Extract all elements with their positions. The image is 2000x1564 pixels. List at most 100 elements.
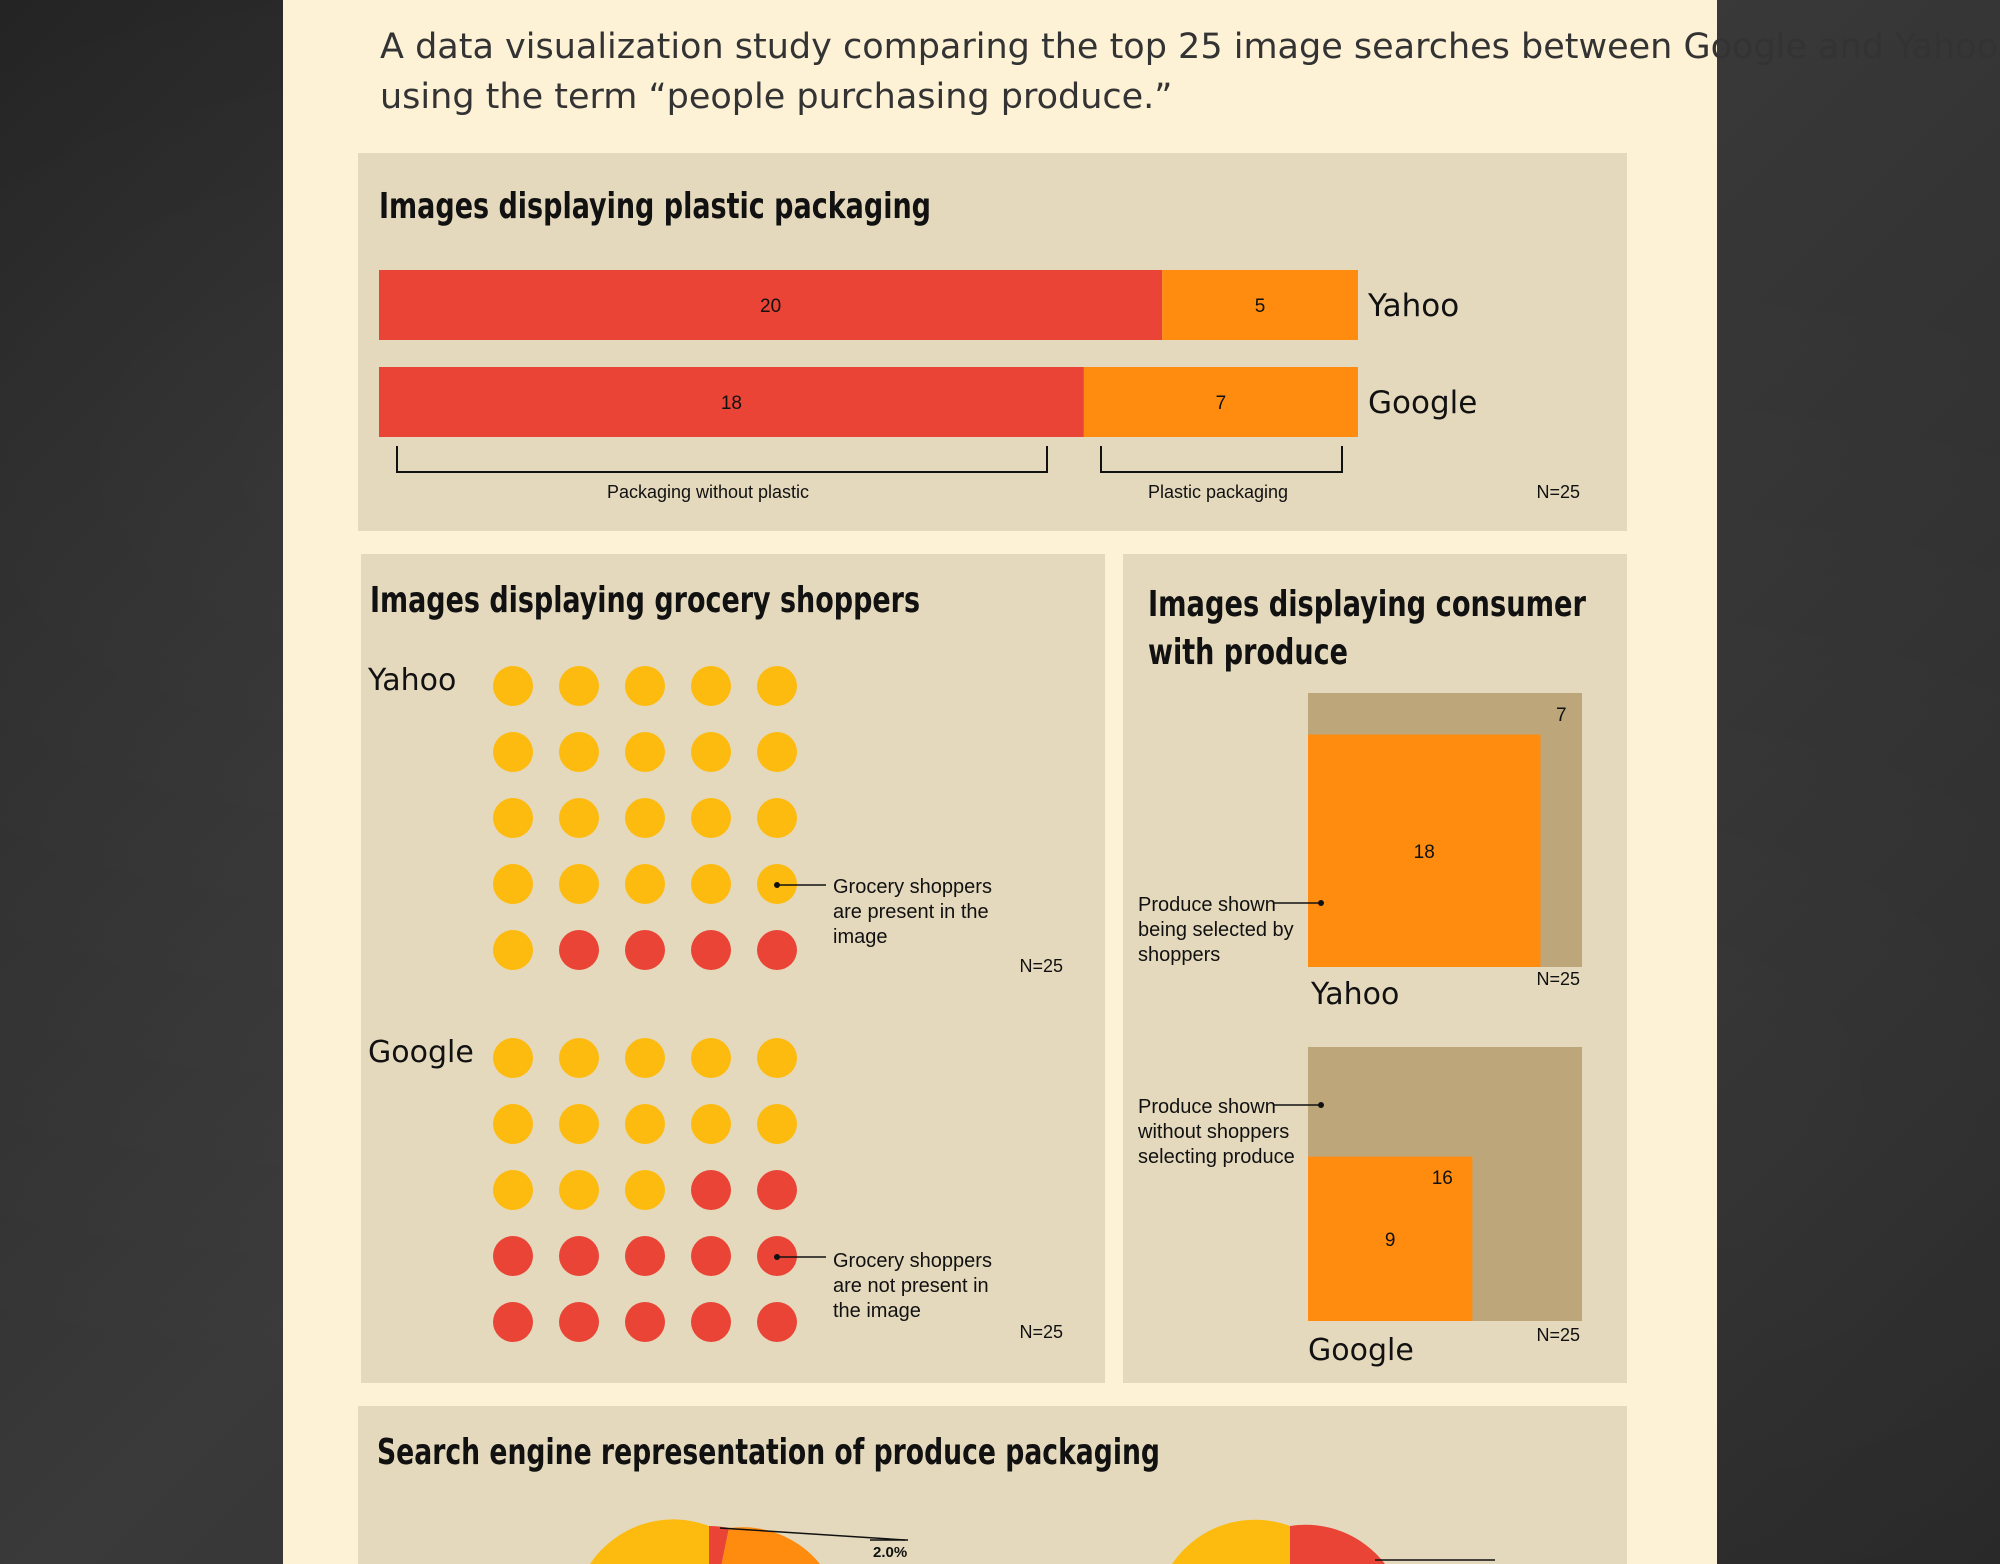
leader-dot-not-selected <box>1318 1102 1324 1108</box>
dot-google-present <box>559 1038 599 1078</box>
dot-google-not-present <box>559 1236 599 1276</box>
annotation-selected-line-3: shoppers <box>1138 944 1220 966</box>
shoppers-yahoo-n-label: N=25 <box>1019 956 1063 976</box>
shoppers-yahoo-label: Yahoo <box>367 663 456 698</box>
bar-label-google: Google <box>1368 385 1477 421</box>
dot-google-present <box>625 1170 665 1210</box>
pie-right-slice-red <box>1290 1524 1385 1564</box>
pie-left-slice-orange <box>721 1527 820 1564</box>
leader-dot-present <box>774 882 780 888</box>
dot-yahoo-not-present <box>757 930 797 970</box>
dot-yahoo-present <box>691 732 731 772</box>
annotation-not-present-line-3: the image <box>833 1300 921 1322</box>
square-value-yahoo-not-selected: 7 <box>1556 705 1567 726</box>
dot-google-present <box>493 1104 533 1144</box>
dot-yahoo-not-present <box>691 930 731 970</box>
bar-value-yahoo-plastic: 5 <box>1255 296 1266 317</box>
shoppers-panel-title: Images displaying grocery shoppers <box>370 580 920 621</box>
bar-google-plastic <box>1083 367 1358 437</box>
dot-yahoo-present <box>757 666 797 706</box>
dot-google-present <box>559 1170 599 1210</box>
consumer-google-n-label: N=25 <box>1536 1325 1580 1345</box>
square-yahoo-selected <box>1308 734 1541 967</box>
dot-google-not-present <box>559 1302 599 1342</box>
dot-yahoo-present <box>559 864 599 904</box>
shoppers-google-n-label: N=25 <box>1019 1322 1063 1342</box>
dot-yahoo-present <box>625 732 665 772</box>
annotation-not-selected-line-3: selecting produce <box>1138 1146 1295 1168</box>
pie-right-partial <box>1172 1519 1495 1564</box>
consumer-yahoo-n-label: N=25 <box>1536 969 1580 989</box>
dot-yahoo-not-present <box>559 930 599 970</box>
plastic-packaging-panel: Images displaying plastic packaging 20 5 Y… <box>358 153 1627 531</box>
dot-google-not-present <box>625 1302 665 1342</box>
dot-google-present <box>559 1104 599 1144</box>
dot-google-present <box>757 1104 797 1144</box>
dot-google-not-present <box>757 1302 797 1342</box>
dot-yahoo-not-present <box>625 930 665 970</box>
dot-yahoo-present <box>691 864 731 904</box>
grocery-shoppers-panel: Images displaying grocery shoppers Yahoo… <box>361 554 1105 1383</box>
consumer-yahoo-label: Yahoo <box>1310 977 1399 1012</box>
dot-yahoo-present <box>691 798 731 838</box>
dot-google-not-present <box>493 1302 533 1342</box>
label-without-plastic: Packaging without plastic <box>607 482 809 502</box>
square-value-google-not-selected: 16 <box>1432 1168 1453 1189</box>
plastic-panel-title: Images displaying plastic packaging <box>379 186 931 227</box>
plastic-bars: 20 5 Yahoo 18 7 Google <box>379 270 1477 437</box>
pie-left-slice-red <box>709 1525 729 1564</box>
dot-yahoo-present <box>559 798 599 838</box>
bar-google-without-plastic <box>379 367 1084 437</box>
label-plastic: Plastic packaging <box>1148 482 1288 502</box>
dot-yahoo-present <box>691 666 731 706</box>
intro-line-1: A data visualization study comparing the… <box>380 27 1998 67</box>
dot-yahoo-present <box>625 666 665 706</box>
dot-yahoo-present <box>493 798 533 838</box>
annotation-present-line-3: image <box>833 926 887 948</box>
shoppers-panel-background <box>361 554 1105 1383</box>
dot-google-not-present <box>625 1236 665 1276</box>
packaging-representation-panel: Search engine representation of produce … <box>358 1406 1627 1564</box>
bar-value-google-without-plastic: 18 <box>721 393 742 414</box>
bar-yahoo-plastic <box>1162 270 1358 340</box>
dot-google-present <box>757 1038 797 1078</box>
pie-left-slice-yellow <box>590 1519 709 1564</box>
bracket-without-plastic <box>396 446 1048 473</box>
consumer-panel-title-line-2: with produce <box>1148 632 1348 673</box>
annotation-selected-line-1: Produce shown <box>1138 894 1276 916</box>
pie-left-leader-line <box>719 1527 906 1541</box>
annotation-not-selected-line-1: Produce shown <box>1138 1096 1276 1118</box>
dot-yahoo-present <box>757 732 797 772</box>
annotation-not-selected-line-2: without shoppers <box>1137 1121 1289 1143</box>
dot-grids <box>493 666 797 1342</box>
dot-yahoo-present <box>625 798 665 838</box>
consumer-produce-panel: Images displaying consumer with produce … <box>1123 554 1627 1383</box>
bar-value-yahoo-without-plastic: 20 <box>760 296 781 317</box>
dot-google-not-present <box>493 1236 533 1276</box>
dot-google-present <box>691 1038 731 1078</box>
dot-yahoo-present <box>493 732 533 772</box>
shoppers-google-label: Google <box>368 1035 474 1070</box>
dot-yahoo-present <box>559 732 599 772</box>
annotation-selected-line-2: being selected by <box>1138 919 1294 941</box>
intro-line-2: using the term “people purchasing produc… <box>380 77 1172 117</box>
dot-yahoo-present <box>559 666 599 706</box>
dot-google-present <box>691 1104 731 1144</box>
leader-dot-selected <box>1318 900 1324 906</box>
annotation-not-present-line-2: are not present in <box>833 1275 989 1297</box>
dot-yahoo-present <box>493 930 533 970</box>
dot-google-not-present <box>691 1170 731 1210</box>
dot-google-present <box>625 1038 665 1078</box>
dot-google-present <box>493 1170 533 1210</box>
dot-yahoo-present <box>625 864 665 904</box>
dot-google-present <box>625 1104 665 1144</box>
pie-right-slice-yellow <box>1172 1519 1290 1564</box>
dot-google-not-present <box>691 1302 731 1342</box>
dot-yahoo-present <box>493 666 533 706</box>
square-value-google-selected: 9 <box>1385 1230 1396 1251</box>
bar-yahoo-without-plastic <box>379 270 1163 340</box>
representation-panel-title: Search engine representation of produce … <box>377 1432 1160 1473</box>
annotation-not-present-line-1: Grocery shoppers <box>833 1250 992 1272</box>
square-charts: 18 7 9 16 <box>1308 693 1582 1321</box>
